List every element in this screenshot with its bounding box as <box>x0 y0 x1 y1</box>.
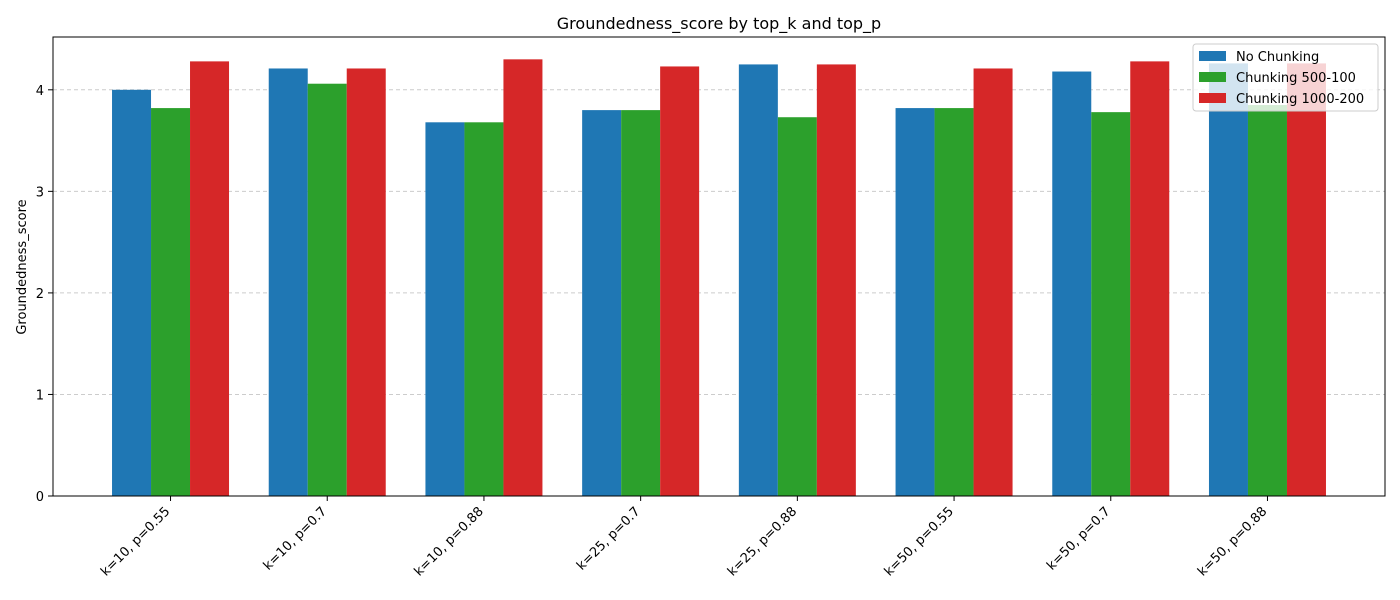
x-tick-label: k=50, p=0.7 <box>1044 504 1113 573</box>
x-tick-label: k=50, p=0.88 <box>1195 504 1270 579</box>
y-axis: 0 1 2 3 4 <box>36 84 53 505</box>
bar <box>1091 112 1131 496</box>
x-axis: k=10, p=0.55 k=10, p=0.7 k=10, p=0.88 k=25,… <box>98 496 1270 579</box>
bar <box>973 68 1013 496</box>
bar <box>1208 63 1248 497</box>
bar <box>151 108 191 496</box>
bar <box>1247 105 1287 497</box>
bar <box>1286 63 1326 497</box>
x-tick-label: k=50, p=0.55 <box>882 504 957 579</box>
bars <box>112 59 1326 497</box>
y-tick-label: 3 <box>36 185 44 200</box>
x-tick-label: k=25, p=0.7 <box>574 504 643 573</box>
bar <box>503 59 543 497</box>
bar <box>464 122 504 496</box>
legend: No Chunking Chunking 500-100 Chunking 1000… <box>1192 43 1379 112</box>
bar <box>112 89 152 497</box>
legend-box <box>1192 43 1379 112</box>
bar <box>268 68 308 496</box>
x-tick-label: k=10, p=0.55 <box>98 504 173 579</box>
bar <box>425 122 465 496</box>
bar <box>1052 71 1092 496</box>
bar <box>621 110 661 496</box>
x-tick-label: k=10, p=0.88 <box>412 504 487 579</box>
bar <box>777 117 817 496</box>
x-tick-label: k=25, p=0.88 <box>725 504 800 579</box>
plot-frame <box>52 36 1386 497</box>
chart-title: Groundedness_score by top_k and top_p <box>557 14 881 34</box>
legend-swatch <box>1199 51 1226 61</box>
y-tick-label: 4 <box>36 84 44 99</box>
bar <box>895 108 935 496</box>
bar <box>660 66 700 497</box>
y-axis-title: Groundedness_score <box>15 199 30 334</box>
legend-label: Chunking 1000-200 <box>1236 92 1364 107</box>
bar <box>816 64 856 496</box>
bar <box>1130 61 1170 497</box>
bar <box>934 108 974 496</box>
y-tick-label: 2 <box>36 287 44 302</box>
grid-lines <box>53 89 1385 395</box>
x-tick-label: k=10, p=0.7 <box>261 504 330 573</box>
legend-swatch <box>1199 72 1226 82</box>
bar <box>190 61 230 497</box>
legend-swatch <box>1199 93 1226 103</box>
legend-label: Chunking 500-100 <box>1236 71 1356 86</box>
bar <box>582 110 622 496</box>
legend-label: No Chunking <box>1236 50 1319 65</box>
y-tick-label: 1 <box>36 388 44 403</box>
bar <box>307 83 347 496</box>
y-tick-label: 0 <box>36 490 44 505</box>
bar <box>738 64 778 496</box>
bar <box>346 68 386 496</box>
